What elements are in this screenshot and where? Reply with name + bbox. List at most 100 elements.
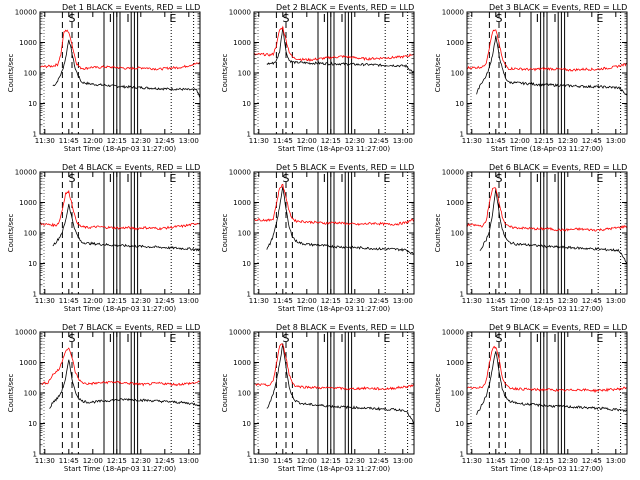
y-tick-label: 1	[33, 291, 37, 299]
x-tick-label: 13:00	[606, 457, 626, 465]
y-tick-label: 10000	[15, 329, 37, 337]
y-tick-label: 10	[455, 420, 464, 428]
interval-marker-i: I	[536, 12, 539, 25]
y-tick-label: 1	[33, 131, 37, 139]
y-tick-label: 100	[451, 70, 464, 78]
x-tick-label: 11:45	[59, 457, 79, 465]
y-tick-label: 10000	[15, 169, 37, 177]
lld-series-line	[466, 29, 628, 72]
y-tick-label: 10000	[442, 329, 464, 337]
x-tick-label: 12:45	[155, 457, 175, 465]
events-series-line	[266, 343, 415, 424]
y-tick-label: 10000	[15, 9, 37, 17]
x-tick-label: 11:45	[486, 297, 506, 305]
x-tick-label: 12:00	[510, 297, 530, 305]
x-tick-label: 12:30	[345, 457, 365, 465]
x-tick-label: 12:15	[321, 297, 341, 305]
x-tick-label: 12:45	[582, 457, 602, 465]
y-tick-label: 10	[242, 260, 251, 268]
x-axis-label: Start Time (18-Apr-03 11:27:00)	[278, 305, 390, 313]
lld-series-line	[39, 347, 201, 387]
y-tick-label: 100	[238, 390, 251, 398]
y-tick-label: 1	[247, 131, 251, 139]
x-tick-label: 12:45	[369, 137, 389, 145]
x-tick-label: 12:30	[558, 457, 578, 465]
x-tick-label: 12:15	[107, 137, 127, 145]
x-tick-label: 11:30	[249, 457, 269, 465]
x-tick-label: 13:00	[179, 137, 199, 145]
x-tick-label: 13:00	[606, 297, 626, 305]
x-tick-label: 11:30	[249, 297, 269, 305]
panel-title: Det 2 BLACK = Events, RED = LLD	[276, 3, 414, 12]
x-tick-label: 12:00	[510, 457, 530, 465]
panel-title: Det 1 BLACK = Events, RED = LLD	[62, 3, 200, 12]
x-tick-label: 13:00	[179, 297, 199, 305]
x-tick-label: 13:00	[393, 457, 413, 465]
y-tick-label: 100	[24, 390, 37, 398]
interval-marker-s: S	[69, 172, 76, 185]
interval-marker-i: I	[109, 332, 112, 345]
x-tick-label: 12:30	[131, 457, 151, 465]
interval-marker-i: I	[340, 12, 343, 25]
y-tick-label: 10000	[229, 169, 251, 177]
x-tick-label: 12:45	[369, 297, 389, 305]
x-tick-label: 12:15	[534, 137, 554, 145]
lld-series-line	[253, 343, 415, 391]
y-tick-label: 10	[242, 420, 251, 428]
y-tick-label: 1000	[233, 199, 251, 207]
y-axis-label: Counts/sec	[434, 374, 442, 413]
x-axis-label: Start Time (18-Apr-03 11:27:00)	[64, 465, 176, 473]
events-series-line	[476, 35, 628, 96]
interval-marker-s: S	[496, 332, 503, 345]
interval-marker-i: I	[126, 172, 129, 185]
panel-det-1: 1 10 100 1000 10000 11:30 11:45 12:00 12:15 12:30…	[7, 3, 201, 153]
interval-marker-i: I	[553, 172, 556, 185]
interval-marker-s: S	[283, 12, 290, 25]
y-tick-label: 1	[247, 291, 251, 299]
panel-det-5: 1 10 100 1000 10000 11:30 11:45 12:00 12:15 12:30…	[221, 163, 415, 313]
x-tick-label: 12:30	[345, 297, 365, 305]
interval-marker-i: I	[536, 172, 539, 185]
lld-series-line	[39, 29, 201, 71]
x-tick-label: 12:15	[107, 297, 127, 305]
y-tick-label: 10000	[442, 9, 464, 17]
interval-marker-i: I	[553, 332, 556, 345]
x-axis-label: Start Time (18-Apr-03 11:27:00)	[64, 305, 176, 313]
x-tick-label: 12:45	[582, 297, 602, 305]
interval-marker-i: I	[536, 332, 539, 345]
events-series-line	[266, 186, 415, 255]
lld-series-line	[253, 183, 415, 227]
y-axis-label: Counts/sec	[221, 54, 229, 93]
lld-series-line	[466, 187, 628, 232]
y-axis-label: Counts/sec	[7, 374, 15, 413]
x-tick-label: 12:15	[534, 457, 554, 465]
interval-marker-e: E	[383, 332, 390, 345]
y-tick-label: 1	[247, 451, 251, 459]
x-tick-label: 12:15	[534, 297, 554, 305]
interval-marker-i: I	[340, 332, 343, 345]
events-series-line	[476, 351, 628, 416]
interval-marker-e: E	[169, 12, 176, 25]
x-tick-label: 11:30	[462, 297, 482, 305]
x-tick-label: 12:45	[369, 457, 389, 465]
interval-marker-e: E	[169, 172, 176, 185]
interval-marker-i: I	[340, 172, 343, 185]
x-tick-label: 12:30	[558, 137, 578, 145]
x-tick-label: 11:45	[273, 137, 293, 145]
lld-series-line	[253, 25, 415, 62]
panel-det-6: 1 10 100 1000 10000 11:30 11:45 12:00 12:15 12:30…	[434, 163, 628, 313]
x-tick-label: 12:45	[155, 297, 175, 305]
y-tick-label: 10	[455, 260, 464, 268]
panel-det-4: 1 10 100 1000 10000 11:30 11:45 12:00 12:15 12:30…	[7, 163, 201, 313]
lld-series-line	[466, 345, 628, 393]
x-tick-label: 12:00	[83, 137, 103, 145]
y-tick-label: 1000	[446, 199, 464, 207]
panel-title: Det 4 BLACK = Events, RED = LLD	[62, 163, 200, 172]
y-axis-label: Counts/sec	[221, 374, 229, 413]
x-tick-label: 12:00	[510, 137, 530, 145]
x-tick-label: 12:30	[131, 137, 151, 145]
x-axis-label: Start Time (18-Apr-03 11:27:00)	[491, 305, 603, 313]
y-tick-label: 100	[451, 230, 464, 238]
panel-det-3: 1 10 100 1000 10000 11:30 11:45 12:00 12:15 12:30…	[434, 3, 628, 153]
